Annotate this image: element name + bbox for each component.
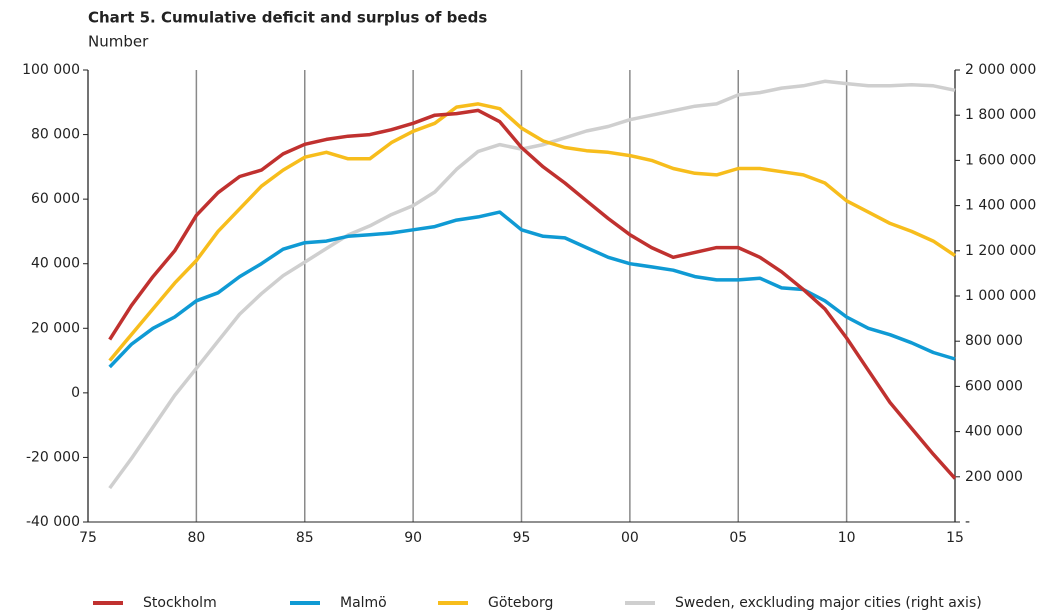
- series-line: [108, 210, 956, 369]
- y2-tick-label: 1 800 000: [965, 107, 1036, 123]
- x-tick-label: 75: [79, 530, 97, 546]
- y2-tick-label: 1 600 000: [965, 152, 1036, 168]
- x-tick-label: 85: [296, 530, 314, 546]
- y2-tick-label: -: [965, 514, 970, 530]
- y2-tick-label: 200 000: [965, 469, 1023, 485]
- y-tick-label: 60 000: [31, 191, 80, 207]
- y-tick-label: -20 000: [26, 449, 80, 465]
- series-line: [108, 108, 957, 480]
- x-tick-label: 05: [729, 530, 747, 546]
- y-tick-label: 20 000: [31, 320, 80, 336]
- y2-tick-label: 2 000 000: [965, 62, 1036, 78]
- y2-tick-label: 1 400 000: [965, 198, 1036, 214]
- x-tick-label: 80: [187, 530, 205, 546]
- series-line: [108, 102, 956, 362]
- x-tick-label: 00: [621, 530, 639, 546]
- y2-tick-label: 1 000 000: [965, 288, 1036, 304]
- y2-tick-label: 1 200 000: [965, 243, 1036, 259]
- legend-label: Stockholm: [143, 595, 217, 611]
- y-tick-label: 40 000: [31, 256, 80, 272]
- y-tick-label: 80 000: [31, 127, 80, 143]
- y-tick-label: -40 000: [26, 514, 80, 530]
- series-line: [108, 79, 956, 490]
- y-tick-label: 100 000: [22, 62, 80, 78]
- y2-tick-label: 800 000: [965, 333, 1023, 349]
- legend-label: Malmö: [340, 595, 387, 611]
- x-tick-label: 10: [838, 530, 856, 546]
- chart-subtitle: Number: [88, 33, 149, 51]
- legend-label: Sweden, exckluding major cities (right a…: [675, 595, 982, 611]
- y-tick-label: 0: [71, 385, 80, 401]
- x-tick-label: 90: [404, 530, 422, 546]
- x-tick-label: 15: [946, 530, 964, 546]
- x-tick-label: 95: [513, 530, 531, 546]
- legend-label: Göteborg: [488, 595, 553, 611]
- y2-tick-label: 400 000: [965, 424, 1023, 440]
- chart-title: Chart 5. Cumulative deficit and surplus …: [88, 9, 487, 27]
- y2-tick-label: 600 000: [965, 378, 1023, 394]
